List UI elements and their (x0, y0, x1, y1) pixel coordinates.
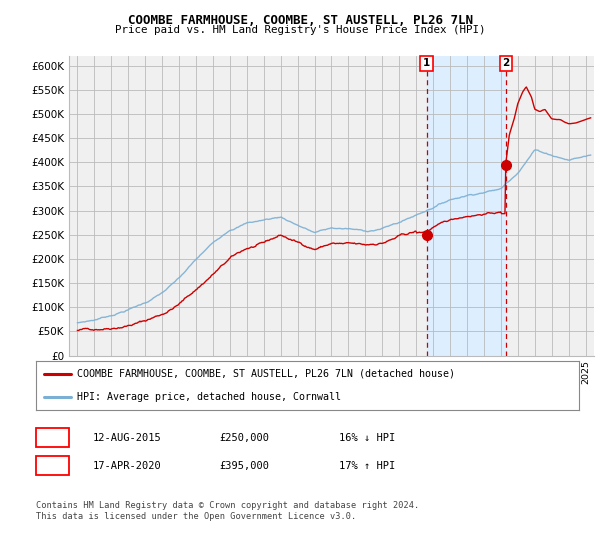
Text: 2: 2 (49, 461, 56, 471)
Text: 1: 1 (49, 433, 56, 443)
Text: 17-APR-2020: 17-APR-2020 (93, 461, 162, 471)
Bar (427, 56, 506, 356)
Text: 17% ↑ HPI: 17% ↑ HPI (339, 461, 395, 471)
Text: 12-AUG-2015: 12-AUG-2015 (93, 433, 162, 443)
Text: Contains HM Land Registry data © Crown copyright and database right 2024.
This d: Contains HM Land Registry data © Crown c… (36, 501, 419, 521)
Text: COOMBE FARMHOUSE, COOMBE, ST AUSTELL, PL26 7LN (detached house): COOMBE FARMHOUSE, COOMBE, ST AUSTELL, PL… (77, 369, 455, 379)
Text: £395,000: £395,000 (219, 461, 269, 471)
Text: HPI: Average price, detached house, Cornwall: HPI: Average price, detached house, Corn… (77, 391, 341, 402)
Text: 1: 1 (423, 58, 430, 68)
Text: 16% ↓ HPI: 16% ↓ HPI (339, 433, 395, 443)
Text: 2: 2 (502, 58, 509, 68)
Text: £250,000: £250,000 (219, 433, 269, 443)
Text: Price paid vs. HM Land Registry's House Price Index (HPI): Price paid vs. HM Land Registry's House … (115, 25, 485, 35)
Text: COOMBE FARMHOUSE, COOMBE, ST AUSTELL, PL26 7LN: COOMBE FARMHOUSE, COOMBE, ST AUSTELL, PL… (128, 14, 473, 27)
